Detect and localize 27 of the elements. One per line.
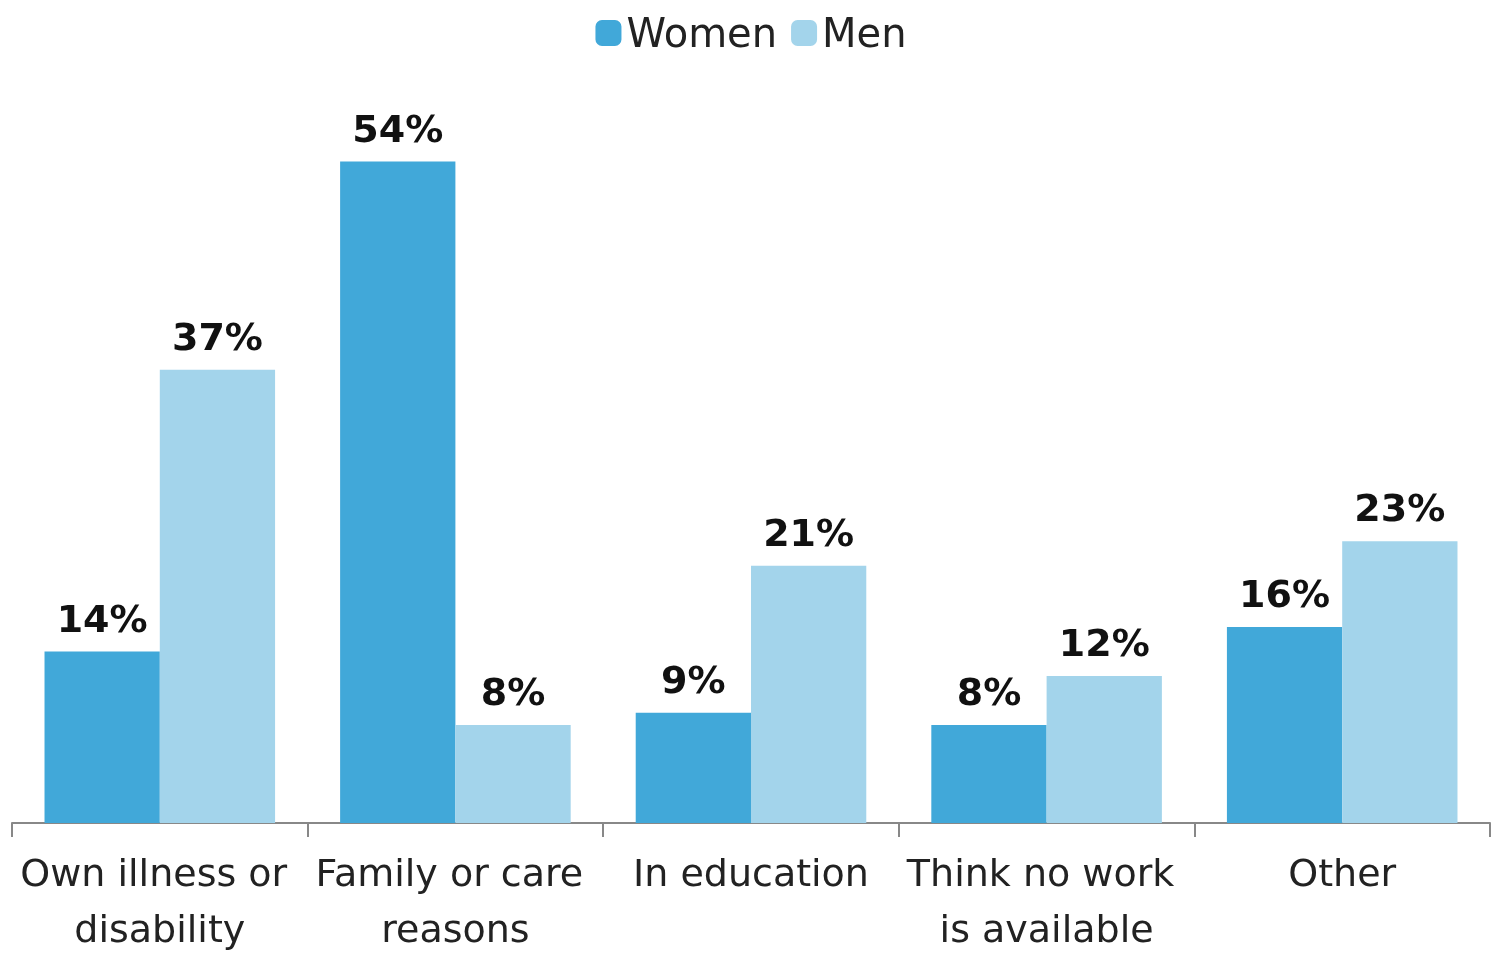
bar bbox=[1342, 541, 1458, 823]
data-label: 16% bbox=[1239, 572, 1331, 616]
x-tick-label: Other bbox=[1288, 851, 1397, 895]
bar bbox=[455, 725, 571, 823]
bar bbox=[1226, 627, 1343, 823]
data-label: 37% bbox=[171, 314, 263, 359]
data-label: 23% bbox=[1354, 486, 1446, 531]
data-label: 8% bbox=[956, 670, 1022, 714]
data-label: 14% bbox=[56, 596, 148, 641]
data-label: 21% bbox=[763, 510, 855, 555]
x-tick-label: In education bbox=[633, 851, 869, 895]
x-tick-label: Family or care reasons bbox=[315, 851, 596, 951]
data-label: 9% bbox=[661, 657, 726, 702]
bar bbox=[751, 565, 867, 823]
data-label: 54% bbox=[352, 106, 444, 151]
data-label: 8% bbox=[480, 670, 546, 714]
legend-label: Men bbox=[822, 10, 907, 56]
bar bbox=[635, 712, 751, 823]
bar bbox=[931, 725, 1047, 823]
data-label: 12% bbox=[1058, 621, 1150, 665]
x-tick-label: Think no work is available bbox=[905, 851, 1187, 951]
x-tick-label: Own illness or disability bbox=[20, 851, 300, 951]
legend-label: Women bbox=[626, 10, 778, 56]
bar bbox=[159, 369, 276, 823]
bar bbox=[44, 651, 160, 823]
bar bbox=[340, 161, 456, 823]
bar bbox=[1046, 676, 1162, 823]
